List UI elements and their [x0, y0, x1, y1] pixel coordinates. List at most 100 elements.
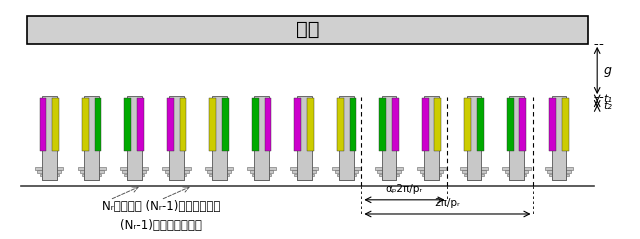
Bar: [82, 98, 89, 151]
Text: Nᵣ个导磁层 (Nᵣ-1)个非导磁层，: Nᵣ个导磁层 (Nᵣ-1)个非导磁层，: [102, 201, 220, 213]
Bar: [424, 96, 439, 180]
Bar: [42, 96, 56, 180]
Bar: [547, 170, 571, 173]
Bar: [248, 167, 276, 170]
Bar: [124, 98, 131, 151]
Bar: [549, 174, 568, 176]
Bar: [294, 98, 301, 151]
Bar: [222, 98, 228, 151]
Text: t₂: t₂: [604, 101, 612, 111]
Bar: [40, 98, 46, 151]
Bar: [296, 96, 312, 180]
Bar: [250, 170, 273, 173]
Bar: [380, 98, 386, 151]
Bar: [169, 177, 184, 180]
Bar: [435, 98, 441, 151]
Bar: [254, 177, 269, 180]
Bar: [335, 170, 358, 173]
Bar: [40, 174, 59, 176]
Bar: [205, 167, 233, 170]
Text: 定子: 定子: [296, 20, 319, 39]
Bar: [337, 98, 344, 151]
Bar: [209, 174, 228, 176]
Bar: [509, 96, 524, 180]
Bar: [465, 174, 484, 176]
Text: (Nᵣ-1)个短路铜条回路: (Nᵣ-1)个短路铜条回路: [120, 219, 202, 232]
Bar: [392, 98, 399, 151]
Bar: [332, 167, 361, 170]
Text: g: g: [604, 64, 611, 77]
Bar: [82, 174, 101, 176]
Bar: [80, 170, 104, 173]
Bar: [95, 98, 101, 151]
Bar: [422, 174, 441, 176]
Bar: [164, 170, 189, 173]
Bar: [163, 167, 191, 170]
Bar: [77, 167, 106, 170]
Bar: [337, 174, 356, 176]
Bar: [127, 96, 141, 180]
Bar: [349, 98, 356, 151]
Bar: [465, 98, 471, 151]
Bar: [562, 98, 568, 151]
Bar: [507, 98, 513, 151]
Bar: [290, 167, 318, 170]
Bar: [264, 98, 271, 151]
Bar: [467, 96, 481, 180]
Bar: [339, 177, 354, 180]
Bar: [545, 167, 573, 170]
Bar: [137, 98, 144, 151]
Bar: [124, 174, 144, 176]
Bar: [35, 167, 63, 170]
Bar: [207, 170, 231, 173]
Bar: [549, 98, 556, 151]
Bar: [424, 177, 439, 180]
Bar: [552, 177, 566, 180]
Bar: [509, 177, 524, 180]
Text: αₚ2π/pᵣ: αₚ2π/pᵣ: [386, 184, 423, 194]
Bar: [37, 170, 61, 173]
Bar: [467, 177, 481, 180]
Bar: [84, 96, 99, 180]
Bar: [42, 177, 56, 180]
Bar: [502, 167, 531, 170]
Bar: [254, 96, 269, 180]
Bar: [120, 167, 148, 170]
Bar: [307, 98, 314, 151]
Bar: [380, 174, 399, 176]
Bar: [292, 170, 316, 173]
Bar: [462, 170, 486, 173]
Bar: [296, 177, 312, 180]
Bar: [375, 167, 403, 170]
Bar: [417, 167, 445, 170]
Bar: [252, 174, 271, 176]
Bar: [167, 98, 173, 151]
Bar: [377, 170, 401, 173]
Bar: [212, 96, 227, 180]
Bar: [504, 170, 529, 173]
Bar: [167, 174, 186, 176]
Bar: [460, 167, 488, 170]
Bar: [212, 177, 227, 180]
Bar: [180, 98, 186, 151]
Bar: [339, 96, 354, 180]
Bar: [381, 96, 396, 180]
Bar: [422, 98, 429, 151]
Bar: [294, 174, 314, 176]
Bar: [209, 98, 216, 151]
Bar: [169, 96, 184, 180]
Bar: [552, 96, 566, 180]
Bar: [122, 170, 146, 173]
FancyBboxPatch shape: [27, 16, 588, 44]
Bar: [381, 177, 396, 180]
Text: 2π/pᵣ: 2π/pᵣ: [435, 198, 460, 208]
Text: t₁: t₁: [604, 94, 612, 104]
Bar: [252, 98, 259, 151]
Bar: [477, 98, 484, 151]
Bar: [420, 170, 444, 173]
Bar: [507, 174, 526, 176]
Bar: [127, 177, 141, 180]
Bar: [52, 98, 59, 151]
Bar: [520, 98, 526, 151]
Bar: [84, 177, 99, 180]
